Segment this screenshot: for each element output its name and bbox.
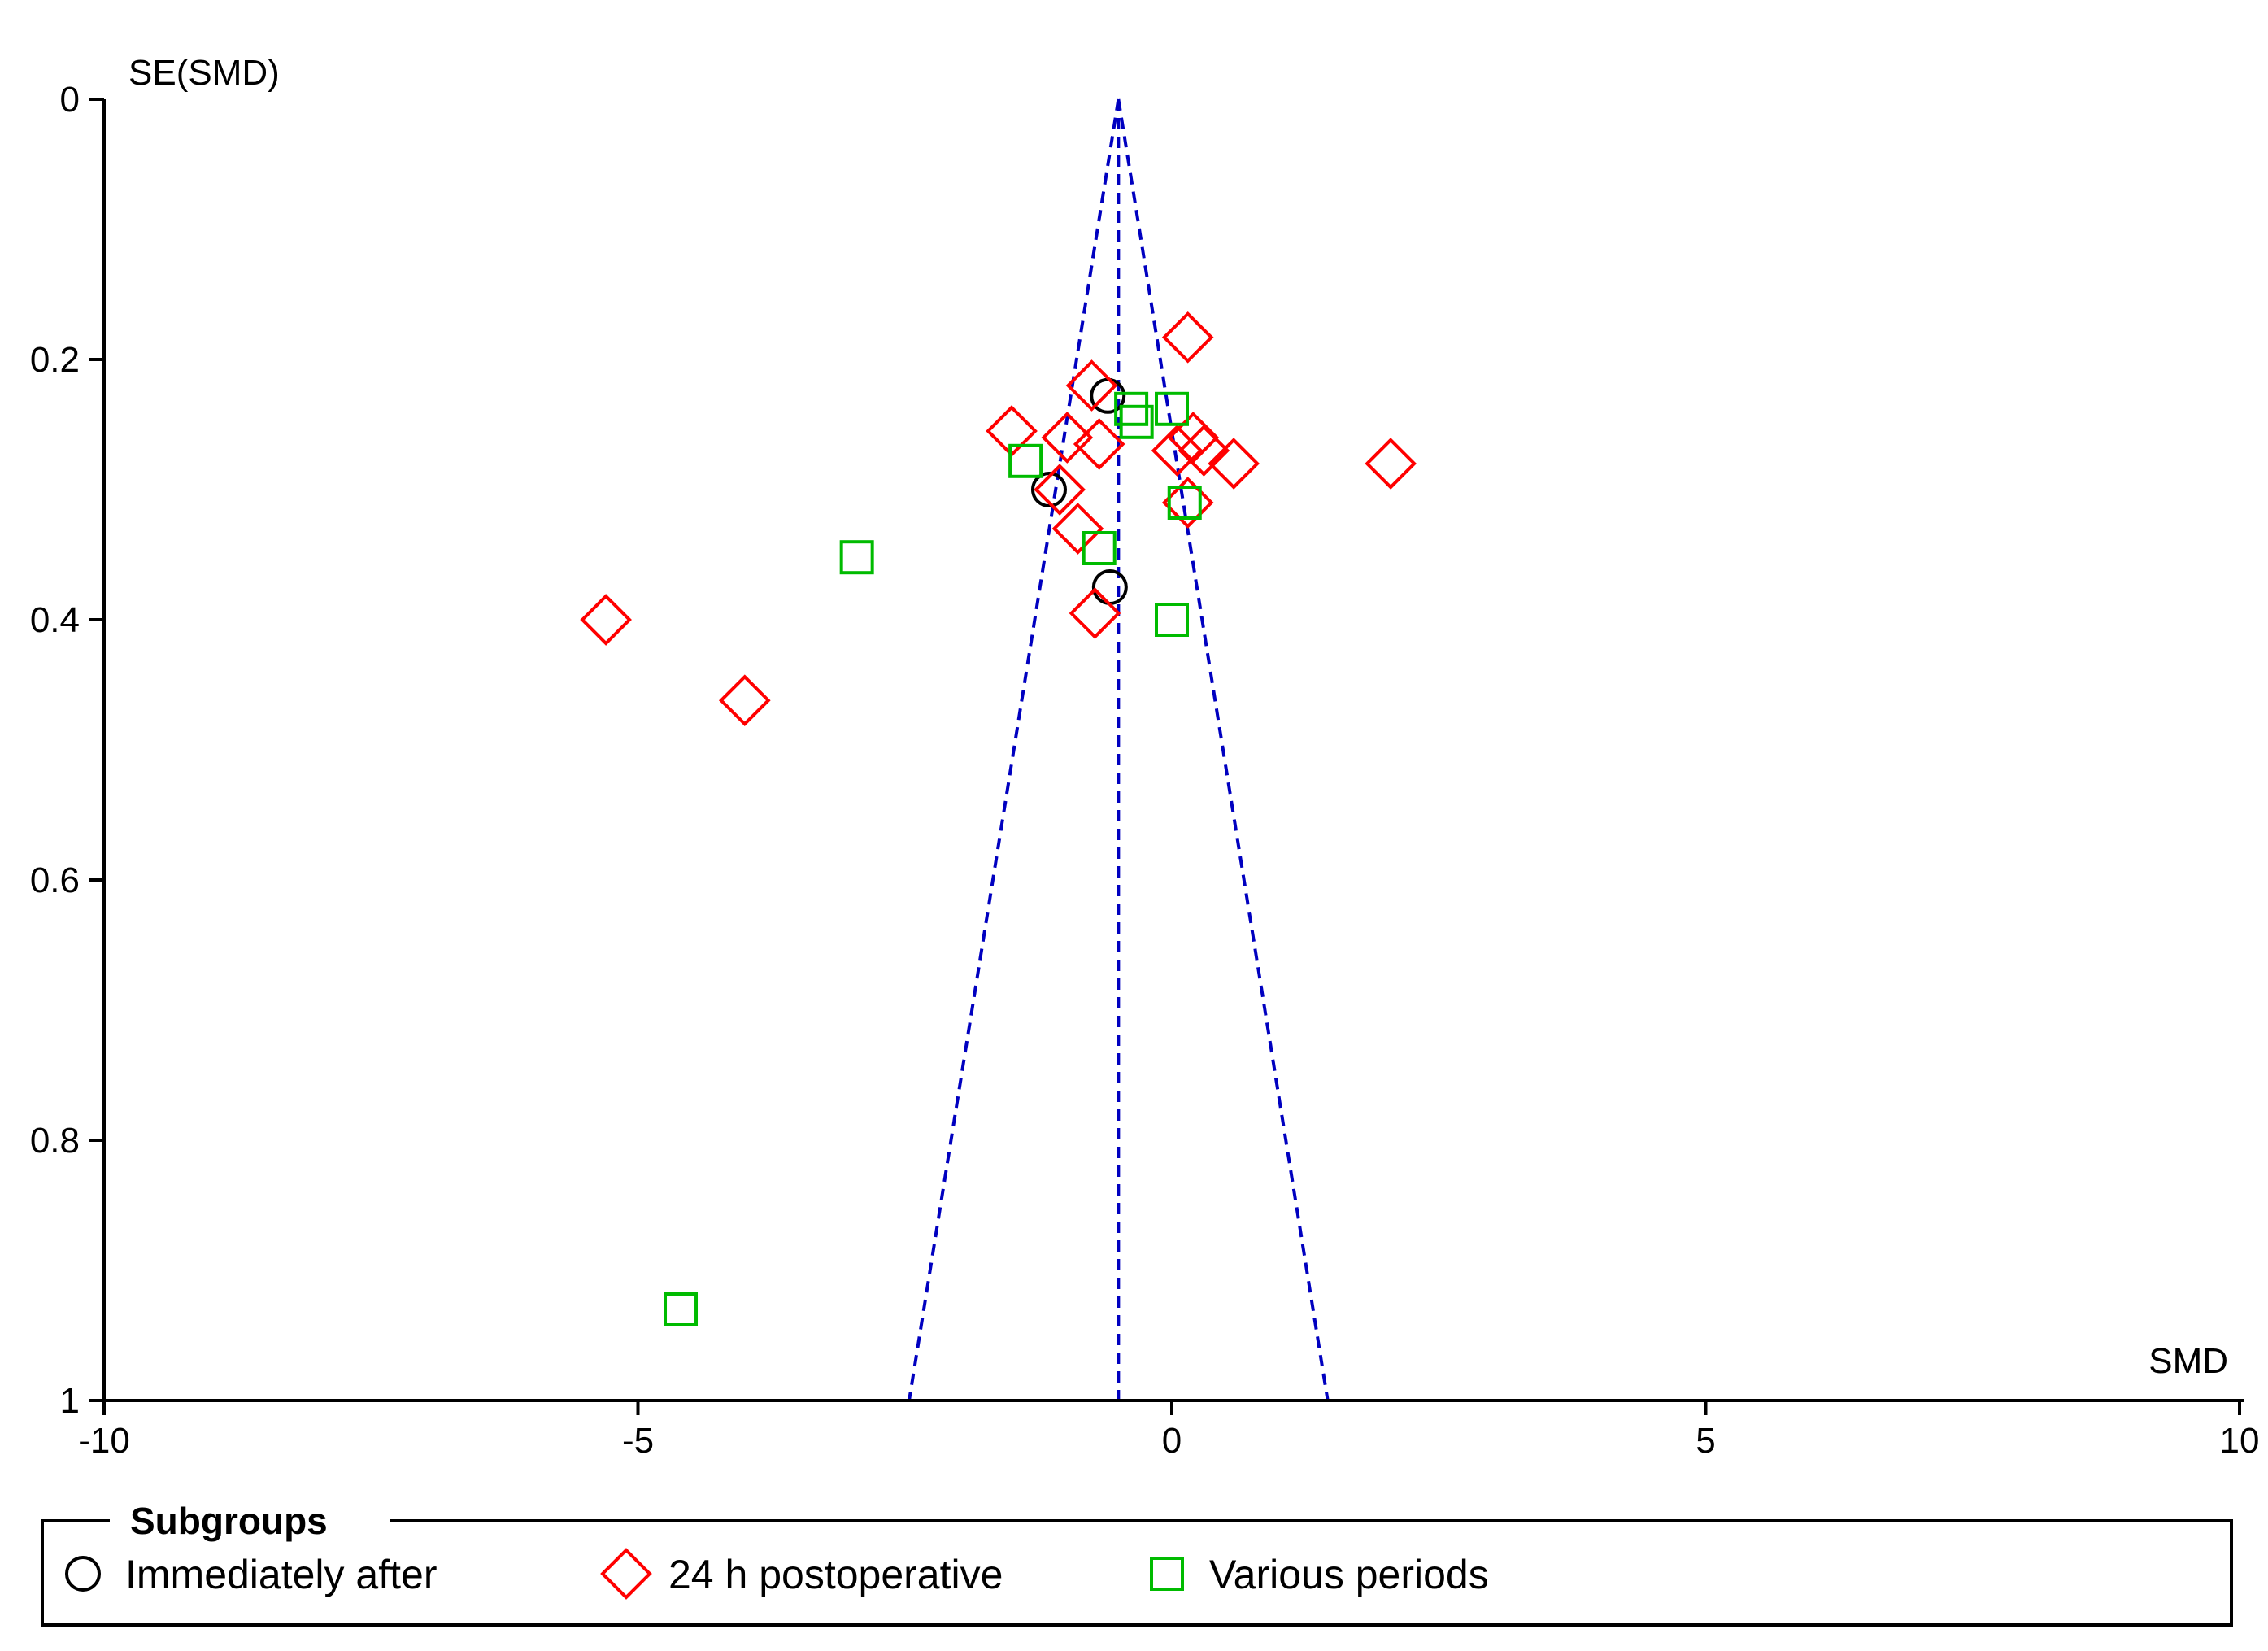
data-point-square [1082,531,1117,565]
data-point-diamond [1161,477,1214,529]
data-point-diamond [1069,587,1121,639]
y-tick-label: 0 [60,80,80,120]
legend-title: Subgroups [130,1500,328,1542]
data-point-square [1008,443,1043,478]
axis-ticks: -10 -5 0 5 10 0 0.2 0.4 0.6 0.8 1 [30,80,2260,1461]
data-point-diamond [1065,359,1118,412]
data-point-circle [1091,569,1128,605]
data-point-diamond [1161,311,1214,364]
y-axis-title: SE(SMD) [128,53,280,93]
x-tick-label: 5 [1696,1421,1715,1461]
data-point-diamond [1041,412,1094,464]
data-point-square [1155,391,1189,426]
legend-square-icon [1150,1557,1184,1591]
y-tick-label: 0.6 [30,860,80,900]
legend-diamond-icon [600,1548,652,1600]
y-tick-label: 0.4 [30,600,80,640]
y-tick-label: 1 [60,1381,80,1421]
data-point-diamond [1151,425,1204,477]
data-point-diamond [1208,438,1260,490]
x-tick-label: -10 [78,1421,130,1461]
axes: SE(SMD) SMD [102,53,2244,1402]
legend-box [41,1519,2233,1627]
funnel-right-limit [1117,98,1330,1401]
data-point-diamond [1051,503,1104,555]
data-point-square [1167,486,1202,520]
legend-title-bg [110,1496,390,1545]
y-tick-label: 0.8 [30,1121,80,1161]
data-point-diamond [580,594,632,646]
data-point-diamond [1034,464,1086,516]
legend: Subgroups Immediately after 24 h postoper… [41,1496,2233,1627]
data-points [580,311,1417,1326]
data-point-diamond [718,674,771,727]
x-tick-label: 10 [2220,1421,2260,1461]
data-point-square [1119,404,1154,439]
x-tick-label: 0 [1162,1421,1182,1461]
legend-label: Various periods [1209,1552,1489,1597]
data-point-diamond [1365,438,1417,490]
legend-circle-icon [65,1556,101,1592]
data-point-square [1155,603,1189,637]
legend-label: 24 h postoperative [668,1552,1003,1597]
data-point-circle [1031,472,1068,507]
x-axis-title: SMD [2148,1341,2228,1381]
funnel-limits [908,98,1330,1401]
legend-items: Immediately after 24 h postoperative Vario… [65,1548,1489,1600]
data-point-square [664,1292,699,1326]
legend-label: Immediately after [125,1552,437,1597]
y-tick-label: 0.2 [30,340,80,380]
data-point-square [1114,391,1149,426]
data-point-square [839,540,874,575]
data-point-circle [1090,377,1126,414]
data-point-diamond [1178,425,1230,477]
funnel-left-limit [908,98,1121,1401]
x-tick-label: -5 [622,1421,654,1461]
data-point-diamond [1167,412,1220,464]
data-point-diamond [1073,418,1125,470]
